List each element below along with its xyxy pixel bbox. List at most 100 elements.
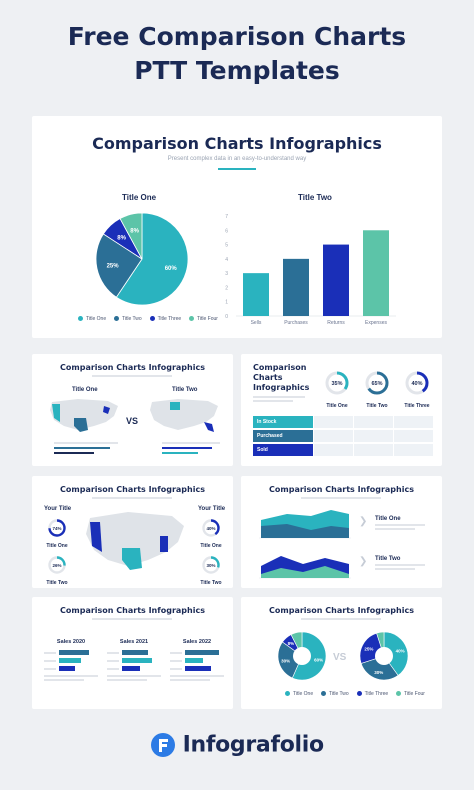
svg-text:65%: 65%	[371, 381, 382, 387]
area-chart-bottom	[259, 556, 351, 579]
sales-card-title: Comparison Charts Infographics	[60, 606, 205, 615]
hero-title: Comparison Charts Infographics	[92, 134, 382, 153]
svg-text:26%: 26%	[52, 563, 61, 568]
donut-vs-legend: Title One Title Two Title Three Title Four	[285, 691, 425, 697]
donut-slice-label: 8%	[288, 641, 295, 646]
card-table[interactable]: Comparison Charts Infographics 35% Title …	[241, 354, 442, 466]
us-map-left	[50, 399, 118, 432]
table-card-title: Comparison Charts Infographics	[253, 363, 309, 393]
svg-text:30%: 30%	[206, 563, 215, 568]
pie-legend-item: Title Three	[149, 316, 181, 322]
table-donut: 65% Title Two	[359, 370, 395, 409]
hero-title-underline	[218, 168, 256, 170]
table-donuts: 35% Title One 65% Title Two 40% Title Three	[319, 370, 439, 410]
sales-column: Sales 2020	[44, 639, 98, 681]
subtitle-line	[92, 618, 172, 620]
chevron-right-icon: ❯	[359, 556, 368, 567]
bar-y-tick: 4	[225, 257, 228, 263]
donut-chart-right: 40% 30% 25%	[359, 631, 409, 681]
pie-slice-label: 8%	[130, 228, 139, 234]
us-stats-left: 74% Title One 26% Title Two	[42, 518, 72, 588]
bar-returns	[323, 244, 349, 316]
bar-chart: 0 1 2 3 4 5 6 7 Sells Purchases Returns Expenses	[225, 214, 396, 326]
table-card-desc	[253, 396, 305, 402]
hero-subtitle: Present complex data in an easy-to-under…	[167, 156, 307, 162]
donut-slice	[277, 641, 303, 679]
donut-slice-label: 60%	[314, 658, 323, 663]
bar-y-tick: 3	[225, 271, 228, 277]
area-item-1-title: Title One	[375, 516, 401, 522]
area-item-2-title: Title Two	[375, 556, 401, 562]
us-stat: 74% Title One	[42, 518, 72, 549]
brand-logo[interactable]: Infografolio	[0, 732, 474, 758]
bar-sells	[243, 273, 269, 316]
map-right-title: Title Two	[172, 387, 198, 393]
map-right-bars	[162, 442, 220, 454]
bar-category-label: Returns	[327, 320, 345, 326]
pie-slice-label: 60%	[165, 266, 178, 272]
donut-vs-text: VS	[333, 652, 347, 663]
donut-slice-label: 40%	[396, 649, 405, 654]
table-donut: 35% Title One	[319, 370, 355, 409]
card-map-compare[interactable]: Comparison Charts Infographics Title One…	[32, 354, 233, 466]
us-map-card-title: Comparison Charts Infographics	[60, 485, 205, 494]
table-rows: In Stock Purchased Sold	[253, 416, 433, 458]
subtitle-line	[301, 618, 381, 620]
us-map-center	[86, 512, 184, 570]
donut-slice-label: 25%	[364, 646, 373, 651]
sales-column: Sales 2022	[170, 639, 224, 681]
donut-legend-item: Title Two	[320, 691, 349, 697]
area-item-2-desc	[375, 564, 425, 570]
donut-slice-label: 30%	[374, 670, 383, 675]
subtitle-line	[92, 497, 172, 499]
donut-vs-card-title: Comparison Charts Infographics	[269, 606, 414, 615]
us-stat: 30% Title Two	[196, 555, 226, 586]
bar-y-tick: 5	[225, 243, 228, 249]
pie-legend-item: Title Two	[113, 316, 142, 322]
svg-text:35%: 35%	[331, 381, 342, 387]
donut-legend-item: Title Three	[356, 691, 388, 697]
us-map-right-title: Your Title	[198, 506, 226, 512]
infografolio-logo-icon	[151, 733, 176, 757]
area-card-title: Comparison Charts Infographics	[269, 485, 414, 494]
donut-legend-item: Title Four	[396, 691, 425, 697]
pie-chart: 60% 25% 8% 8%	[95, 212, 189, 306]
bar-purchases	[283, 258, 309, 316]
area-item-1-desc	[375, 524, 425, 530]
us-map-left-title: Your Title	[44, 506, 72, 512]
table-title-line-3: Infographics	[253, 383, 310, 392]
bar-y-tick: 0	[225, 314, 228, 320]
card-sales[interactable]: Comparison Charts Infographics Sales 202…	[32, 597, 233, 709]
card-donut-vs[interactable]: Comparison Charts Infographics 60% 30% 8% …	[241, 597, 442, 709]
bar-category-label: Purchases	[284, 320, 308, 326]
us-stat: 26% Title Two	[42, 555, 72, 586]
donut-slice	[383, 631, 409, 676]
map-left-bars	[54, 442, 118, 454]
table-row: In Stock	[253, 416, 433, 428]
area-chart-top	[259, 510, 351, 539]
map-vs-text: VS	[126, 416, 139, 426]
svg-text:74%: 74%	[52, 526, 61, 531]
pie-slice-2	[95, 233, 143, 298]
table-title-line-2: Charts	[253, 373, 283, 382]
table-donut: 40% Title Three	[399, 370, 435, 409]
pie-slice-label: 25%	[107, 264, 120, 270]
svg-text:40%: 40%	[411, 381, 422, 387]
pie-legend-item: Title Four	[189, 316, 218, 322]
headline-line-2: PTT Templates	[134, 56, 340, 85]
card-us-map[interactable]: Comparison Charts Infographics Your Titl…	[32, 476, 233, 588]
pie-slice-1	[115, 212, 189, 306]
bar-y-tick: 1	[225, 300, 228, 306]
hero-card[interactable]: Comparison Charts Infographics Present c…	[32, 116, 442, 338]
us-stat: 40% Title One	[196, 518, 226, 549]
table-row: Sold	[253, 444, 433, 456]
bar-y-tick: 7	[225, 214, 228, 220]
donut-legend-item: Title One	[285, 691, 313, 697]
pie-slice-label: 8%	[117, 235, 126, 241]
card-area[interactable]: Comparison Charts Infographics ❯ Title O…	[241, 476, 442, 588]
map-left-title: Title One	[72, 387, 98, 393]
sales-column: Sales 2021	[107, 639, 161, 681]
bar-expenses	[363, 230, 389, 316]
donut-slice	[360, 655, 399, 681]
us-stats-right: 40% Title One 30% Title Two	[196, 518, 226, 588]
